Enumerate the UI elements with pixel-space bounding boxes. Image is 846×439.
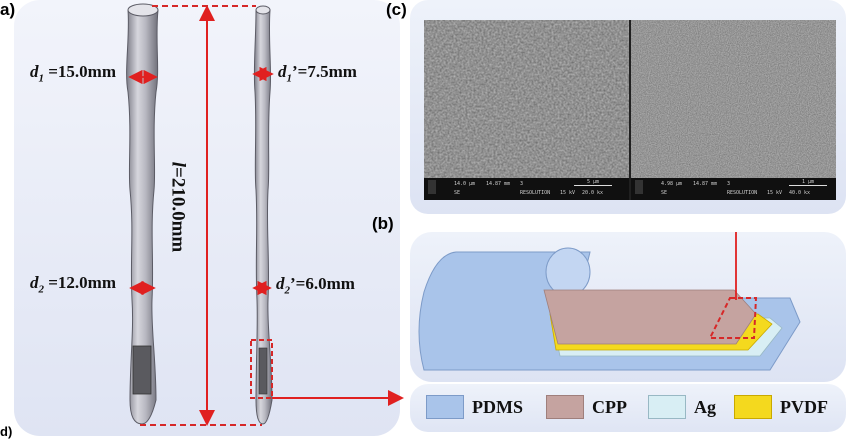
legend-item-pvdf: PVDF: [734, 392, 828, 422]
panel-c-label: (c): [386, 0, 407, 19]
patch-highlight-box: [250, 339, 273, 399]
pvdf-swatch: [734, 395, 772, 419]
d2-prime-label: d2’=6.0mm: [276, 274, 355, 297]
thin-rod: [253, 6, 273, 425]
thin-rod-sensor-patch: [258, 347, 268, 395]
thick-rod: [126, 5, 159, 425]
pdms-swatch: [426, 395, 464, 419]
d2-label: d2 =12.0mm: [30, 273, 117, 296]
sem-left-scale-bar: 5 μm: [574, 179, 612, 186]
ag-swatch: [648, 395, 686, 419]
sem-left-info-bar: 14.0 μm 14.87 mm 3 SE RESOLUTION 15 kV 2…: [424, 178, 629, 200]
legend-background: [410, 384, 846, 432]
cpp-swatch: [546, 395, 584, 419]
legend-item-pdms: PDMS: [426, 392, 523, 422]
legend-item-ag: Ag: [648, 392, 716, 422]
rod-diagram: [126, 3, 404, 426]
sem-images: [424, 20, 836, 200]
sem-right-info-bar: 4.98 μm 14.87 mm 3 SE RESOLUTION 15 kV 4…: [631, 178, 836, 200]
legend-item-cpp: CPP: [546, 392, 627, 422]
sem-right-scale-bar: 1 μm: [789, 179, 827, 186]
cpp-layer: [543, 289, 757, 345]
panel-b-label: (b): [372, 214, 394, 233]
thick-rod-sensor-patch: [132, 345, 152, 395]
layer-structure-diagram: [418, 232, 801, 371]
length-label: l=210.0mm: [167, 161, 189, 253]
layer-highlight-box: [708, 297, 758, 339]
d1-prime-label: d1’=7.5mm: [278, 62, 357, 85]
d1-label: d1 =15.0mm: [30, 62, 117, 85]
panel-a-label: a): [0, 0, 16, 19]
panel-d-partial-label: d): [0, 424, 13, 439]
